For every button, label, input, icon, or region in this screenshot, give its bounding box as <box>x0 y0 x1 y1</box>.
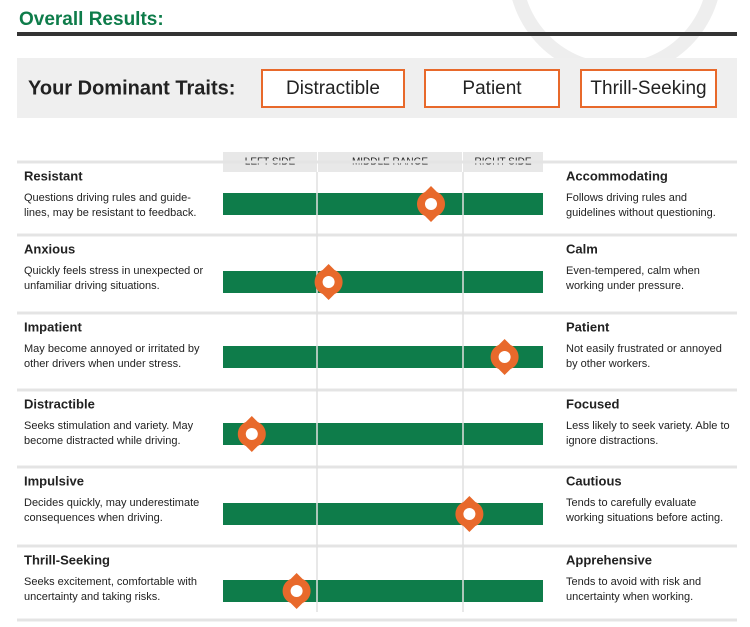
left-desc: Decides quickly, may underestimate <box>24 497 199 509</box>
right-desc: Not easily frustrated or annoyed <box>566 343 722 355</box>
position-marker <box>314 264 343 300</box>
trait-box <box>580 69 717 108</box>
right-title: Calm <box>566 241 598 256</box>
marker-center <box>290 585 303 597</box>
left-desc: Seeks excitement, comfortable with <box>24 576 197 588</box>
marker-center <box>322 276 335 288</box>
right-desc: guidelines without questioning. <box>566 207 716 219</box>
trait-label: Thrill-Seeking <box>590 78 706 99</box>
scale-bar <box>223 271 543 293</box>
right-desc: Less likely to seek variety. Able to <box>566 420 730 432</box>
left-desc: Quickly feels stress in unexpected or <box>24 265 203 277</box>
right-desc: by other workers. <box>566 358 650 370</box>
title: Overall Results: <box>19 9 164 30</box>
left-desc: uncertainty and taking risks. <box>24 591 160 603</box>
trait-box <box>424 69 560 108</box>
marker-center <box>245 428 258 440</box>
scale-bar <box>223 423 543 445</box>
position-marker <box>455 496 484 532</box>
left-desc: unfamiliar driving situations. <box>24 280 160 292</box>
left-title: Resistant <box>24 168 83 183</box>
position-marker <box>490 339 519 375</box>
left-title: Thrill-Seeking <box>24 552 110 567</box>
marker-center <box>463 508 476 520</box>
trait-label: Distractible <box>286 78 380 99</box>
left-title: Distractible <box>24 396 95 411</box>
title-rule <box>17 32 737 36</box>
left-title: Impatient <box>24 319 82 334</box>
left-desc: May become annoyed or irritated by <box>24 343 200 355</box>
left-desc: Questions driving rules and guide- <box>24 192 191 204</box>
right-title: Focused <box>566 396 620 411</box>
scale-bar <box>223 580 543 602</box>
dominant-label: Your Dominant Traits: <box>28 77 235 99</box>
left-title: Impulsive <box>24 473 84 488</box>
right-desc: Follows driving rules and <box>566 192 687 204</box>
left-desc: Seeks stimulation and variety. May <box>24 420 194 432</box>
marker-center <box>425 198 437 210</box>
left-desc: consequences when driving. <box>24 512 163 524</box>
left-desc: become distracted while driving. <box>24 435 181 447</box>
left-title: Anxious <box>24 241 75 256</box>
trait-label: Patient <box>462 78 522 99</box>
right-desc: ignore distractions. <box>566 435 658 447</box>
right-desc: Tends to avoid with risk and <box>566 576 701 588</box>
left-desc: other drivers when under stress. <box>24 358 181 370</box>
right-title: Cautious <box>566 473 622 488</box>
right-desc: working under pressure. <box>565 280 684 292</box>
scale-bar <box>223 503 543 525</box>
right-desc: working situations before acting. <box>565 512 723 524</box>
position-marker <box>237 416 266 452</box>
trait-box <box>261 69 405 108</box>
right-title: Accommodating <box>566 168 668 183</box>
right-desc: Even-tempered, calm when <box>566 265 700 277</box>
left-desc: lines, may be resistant to feedback. <box>24 207 196 219</box>
marker-center <box>498 351 511 363</box>
scale-bar <box>223 193 543 215</box>
right-title: Patient <box>566 319 610 334</box>
right-desc: Tends to carefully evaluate <box>566 497 696 509</box>
position-marker <box>282 573 311 609</box>
right-desc: uncertainty when working. <box>566 591 693 603</box>
position-marker <box>417 186 445 222</box>
right-title: Apprehensive <box>566 552 652 567</box>
